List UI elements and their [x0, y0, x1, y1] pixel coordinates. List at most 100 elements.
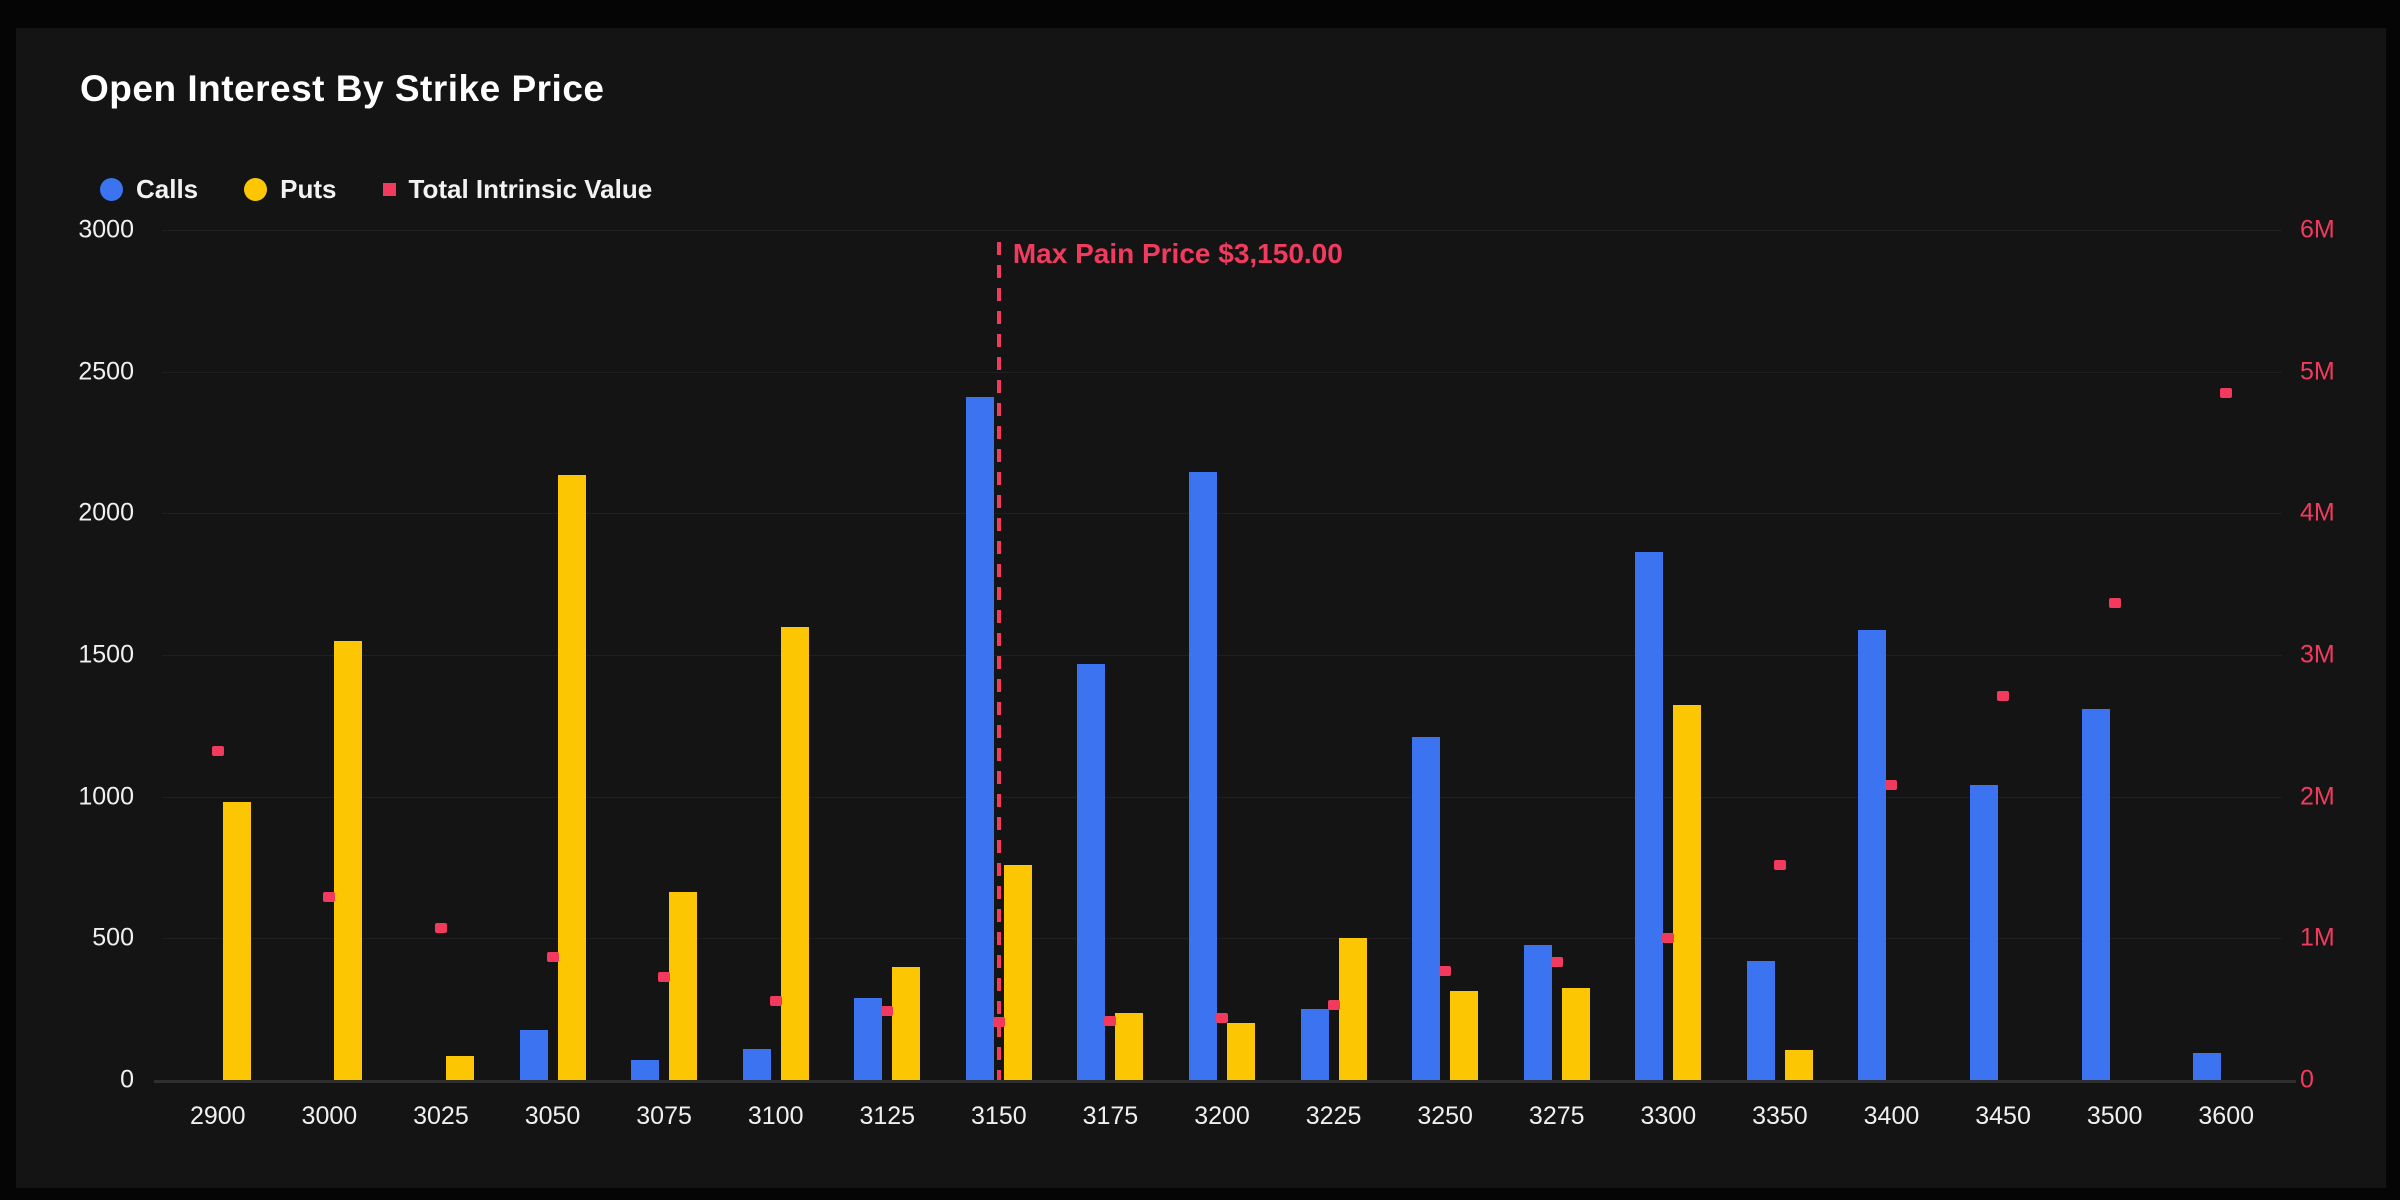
intrinsic-value-point[interactable]: [323, 892, 336, 903]
calls-bar[interactable]: [519, 1030, 548, 1080]
x-tick-label: 3300: [1640, 1102, 1697, 1130]
puts-bar[interactable]: [1673, 704, 1702, 1080]
x-tick-label: 3350: [1752, 1102, 1808, 1130]
x-tick-label: 2900: [189, 1102, 246, 1130]
puts-bar[interactable]: [557, 475, 586, 1080]
x-tick-label: 3175: [1082, 1102, 1139, 1130]
x-tick-label: 3500: [2086, 1102, 2143, 1130]
calls-bar[interactable]: [631, 1060, 660, 1080]
y-left-tick-label: 1000: [78, 782, 134, 811]
y-right-tick-label: 4M: [2300, 498, 2335, 527]
plot-area: 0 0 500 1M 1000 2M 1500 3M 2000 4M 2500 5M 3000 6M 290…: [16, 28, 2386, 1188]
calls-bar[interactable]: [1189, 472, 1217, 1080]
calls-bar[interactable]: [2081, 708, 2110, 1080]
calls-bar[interactable]: [1746, 961, 1775, 1080]
legend-label: Total Intrinsic Value: [408, 174, 653, 204]
puts-bar[interactable]: [222, 802, 251, 1080]
legend-item-puts[interactable]: Puts: [244, 174, 337, 205]
intrinsic-value-point[interactable]: [2220, 387, 2233, 398]
legend-item-calls[interactable]: Calls: [100, 174, 198, 205]
x-tick-label: 3125: [859, 1102, 916, 1130]
x-tick-label: 3050: [524, 1102, 581, 1130]
puts-bar[interactable]: [892, 966, 921, 1080]
x-tick-label: 3450: [1975, 1102, 2031, 1130]
intrinsic-value-point[interactable]: [1327, 999, 1340, 1010]
calls-bar[interactable]: [854, 997, 883, 1080]
intrinsic-value-point[interactable]: [1885, 780, 1898, 791]
legend-label: Calls: [136, 174, 199, 204]
gridline: [162, 655, 2282, 656]
intrinsic-value-point[interactable]: [1439, 965, 1452, 976]
y-left-tick-label: 2500: [78, 357, 134, 386]
x-tick-label: 3600: [2198, 1102, 2255, 1130]
gridline: [162, 796, 2282, 798]
calls-bar[interactable]: [1635, 551, 1664, 1080]
max-pain-line: [996, 242, 1001, 1080]
x-tick-label: 3100: [747, 1102, 804, 1130]
intrinsic-value-point[interactable]: [211, 746, 224, 757]
x-tick-label: 3275: [1528, 1102, 1585, 1130]
y-right-tick-label: 6M: [2300, 215, 2335, 244]
gridline: [162, 230, 2282, 231]
legend-circle-icon: [100, 178, 123, 201]
legend-item-total-intrinsic-value[interactable]: Total Intrinsic Value: [382, 174, 653, 205]
intrinsic-value-point[interactable]: [1662, 933, 1675, 944]
intrinsic-value-point[interactable]: [1773, 859, 1786, 870]
intrinsic-value-point[interactable]: [881, 1005, 894, 1016]
y-left-tick-label: 1500: [78, 640, 134, 669]
calls-bar[interactable]: [1858, 629, 1887, 1080]
intrinsic-value-point[interactable]: [434, 923, 447, 934]
x-tick-label: 3200: [1194, 1102, 1250, 1130]
puts-bar[interactable]: [1338, 938, 1367, 1080]
intrinsic-value-point[interactable]: [1550, 957, 1563, 968]
puts-bar[interactable]: [1003, 864, 1032, 1080]
gridline: [162, 938, 2282, 940]
y-right-tick-label: 2M: [2300, 782, 2335, 811]
x-tick-label: 3400: [1863, 1102, 1920, 1130]
x-tick-label: 3250: [1417, 1102, 1473, 1130]
intrinsic-value-point[interactable]: [546, 951, 559, 962]
puts-bar[interactable]: [1561, 987, 1590, 1080]
y-right-tick-label: 5M: [2300, 357, 2335, 386]
legend-circle-icon: [244, 178, 268, 201]
calls-bar[interactable]: [1412, 737, 1441, 1080]
puts-bar[interactable]: [1450, 990, 1479, 1080]
legend-square-icon: [382, 183, 396, 196]
puts-bar[interactable]: [1784, 1050, 1813, 1080]
legend-label: Puts: [280, 174, 337, 204]
puts-bar[interactable]: [1115, 1013, 1144, 1080]
intrinsic-value-point[interactable]: [1104, 1015, 1117, 1026]
intrinsic-value-point[interactable]: [1216, 1012, 1228, 1023]
calls-bar[interactable]: [742, 1048, 771, 1080]
intrinsic-value-point[interactable]: [658, 971, 671, 982]
gridline: [162, 371, 2282, 373]
intrinsic-value-point[interactable]: [992, 1016, 1005, 1027]
x-tick-label: 3075: [636, 1102, 692, 1130]
puts-bar[interactable]: [780, 626, 809, 1080]
calls-bar[interactable]: [1077, 663, 1106, 1080]
intrinsic-value-point[interactable]: [769, 995, 782, 1006]
puts-bar[interactable]: [334, 640, 363, 1080]
y-right-tick-label: 3M: [2300, 640, 2335, 669]
y-right-tick-label: 1M: [2300, 923, 2335, 952]
calls-bar[interactable]: [1523, 945, 1552, 1080]
puts-bar[interactable]: [669, 891, 698, 1080]
x-tick-label: 3025: [413, 1102, 469, 1130]
x-axis-line: [154, 1080, 2296, 1083]
y-left-tick-label: 500: [92, 923, 134, 952]
puts-bar[interactable]: [1227, 1023, 1255, 1080]
calls-bar[interactable]: [2193, 1053, 2222, 1080]
calls-bar[interactable]: [1300, 1009, 1329, 1080]
y-left-tick-label: 2000: [78, 498, 134, 527]
chart-card: Open Interest By Strike Price Calls Puts T…: [16, 28, 2386, 1188]
puts-bar[interactable]: [445, 1055, 474, 1080]
intrinsic-value-point[interactable]: [2108, 597, 2121, 608]
calls-bar[interactable]: [965, 397, 994, 1080]
calls-bar[interactable]: [1970, 785, 1999, 1080]
gridline: [162, 513, 2282, 515]
max-pain-label: Max Pain Price $3,150.00: [1012, 238, 1343, 269]
chart-title: Open Interest By Strike Price: [80, 68, 605, 109]
intrinsic-value-point[interactable]: [1997, 691, 2010, 702]
x-tick-label: 3225: [1305, 1102, 1362, 1130]
